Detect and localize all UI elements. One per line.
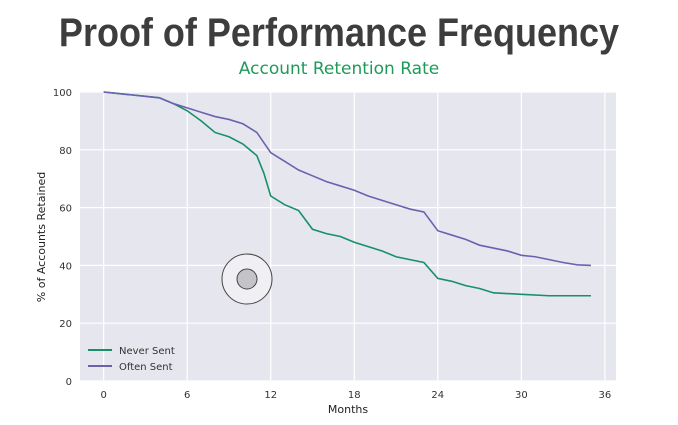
legend-label: Often Sent <box>119 362 173 373</box>
x-axis-label: Months <box>328 403 368 416</box>
y-tick-label: 80 <box>59 146 72 157</box>
x-tick-label: 24 <box>431 390 444 401</box>
click-indicator-icon <box>221 253 273 305</box>
x-tick-label: 36 <box>598 390 611 401</box>
y-tick-label: 0 <box>66 377 72 388</box>
y-tick-label: 100 <box>53 88 72 99</box>
series-line-never-sent <box>103 91 591 297</box>
y-tick-label: 40 <box>59 261 72 272</box>
x-tick-label: 6 <box>184 390 190 401</box>
legend-label: Never Sent <box>119 346 175 357</box>
x-tick-label: 18 <box>348 390 361 401</box>
x-tick-label: 30 <box>515 390 528 401</box>
x-tick-label: 0 <box>100 390 106 401</box>
y-tick-label: 20 <box>59 319 72 330</box>
chart-subtitle: Account Retention Rate <box>238 59 440 79</box>
legend: Never Sent Often Sent <box>88 346 175 373</box>
y-tick-label: 60 <box>59 204 72 215</box>
series-line-often-sent <box>103 91 591 267</box>
x-tick-label: 12 <box>264 390 277 401</box>
y-axis-label: % of Accounts Retained <box>35 172 48 302</box>
chart-title: Proof of Performance Frequency <box>58 11 620 55</box>
plot-area <box>80 92 616 381</box>
